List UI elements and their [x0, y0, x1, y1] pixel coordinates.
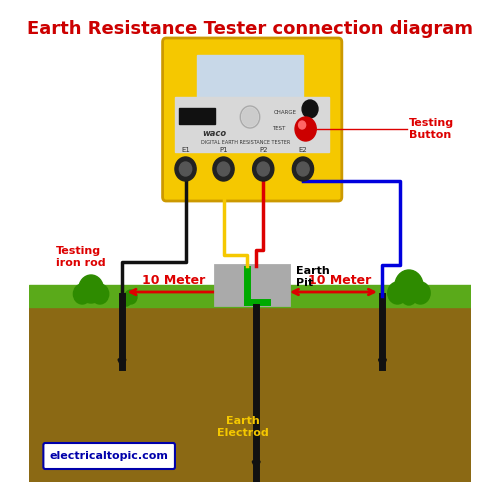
Circle shape [124, 290, 137, 304]
Text: CHARGE: CHARGE [274, 109, 297, 115]
Circle shape [297, 162, 309, 176]
Circle shape [74, 284, 91, 304]
Bar [214, 265, 289, 305]
Text: Testing
Button: Testing Button [409, 118, 454, 140]
Text: E2: E2 [298, 147, 308, 153]
Text: Earth
Electrod: Earth Electrod [217, 416, 269, 438]
Text: TEST: TEST [272, 126, 286, 132]
Text: P2: P2 [259, 147, 268, 153]
Text: E1: E1 [181, 147, 190, 153]
Text: Earth
Pit: Earth Pit [296, 266, 330, 288]
Circle shape [213, 157, 234, 181]
Circle shape [242, 108, 258, 126]
Circle shape [388, 282, 407, 304]
Circle shape [218, 162, 230, 176]
Text: electricaltopic.com: electricaltopic.com [50, 451, 168, 461]
Circle shape [257, 162, 270, 176]
Circle shape [302, 100, 318, 118]
Circle shape [91, 284, 108, 304]
Text: 10 Meter: 10 Meter [308, 274, 371, 287]
Bar [180, 108, 214, 124]
FancyBboxPatch shape [162, 38, 342, 201]
Circle shape [78, 275, 104, 303]
Text: P1: P1 [219, 147, 228, 153]
Circle shape [401, 287, 417, 305]
Text: 10 Meter: 10 Meter [142, 274, 205, 287]
Text: waco: waco [202, 130, 226, 138]
Circle shape [410, 282, 430, 304]
Circle shape [180, 162, 192, 176]
Circle shape [298, 121, 306, 129]
Text: Testing
iron rod: Testing iron rod [56, 246, 106, 268]
Text: Earth Resistance Tester connection diagram: Earth Resistance Tester connection diagr… [27, 20, 473, 38]
Circle shape [292, 157, 314, 181]
Text: DIGITAL EARTH RESISTANCE TESTER: DIGITAL EARTH RESISTANCE TESTER [201, 139, 290, 145]
Circle shape [295, 117, 316, 141]
FancyBboxPatch shape [44, 443, 175, 469]
Bar [175, 97, 330, 152]
Circle shape [122, 296, 131, 306]
Circle shape [395, 270, 423, 302]
Bar [29, 285, 471, 307]
Circle shape [175, 157, 196, 181]
Bar [29, 307, 471, 482]
Circle shape [252, 157, 274, 181]
Bar [197, 55, 303, 97]
